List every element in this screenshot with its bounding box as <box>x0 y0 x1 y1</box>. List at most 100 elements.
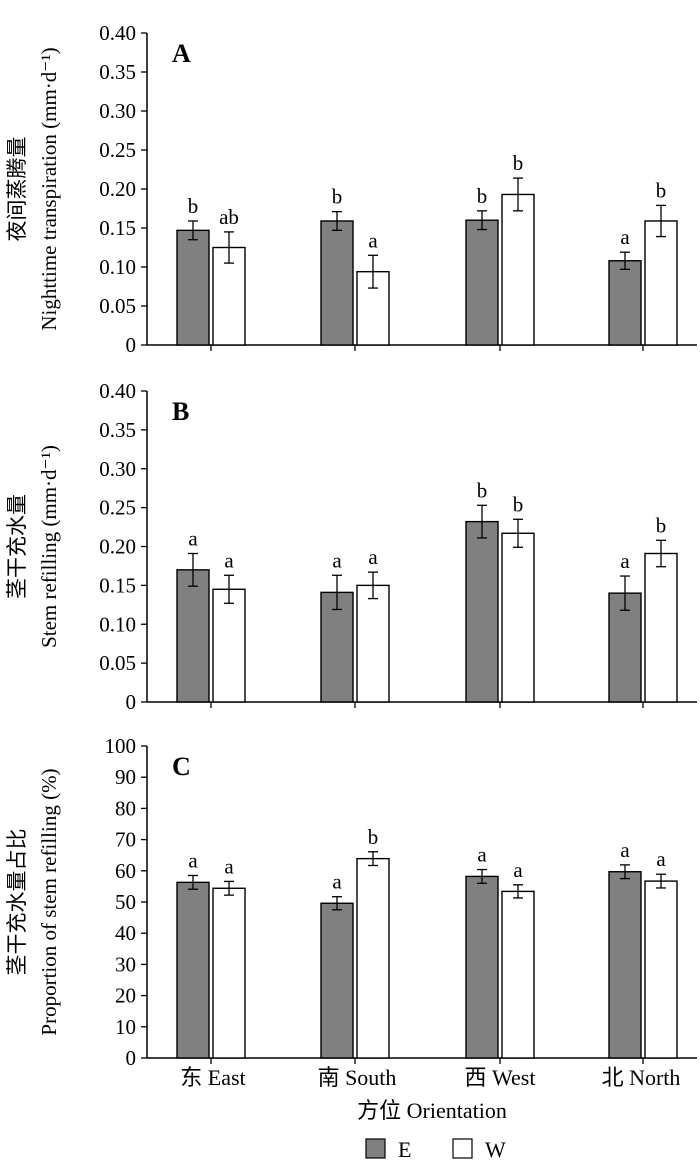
y-tick-label: 0.15 <box>99 573 136 597</box>
significance-letter: b <box>656 513 667 537</box>
x-category-labels: 东 East 南 South 西 West 北 North <box>180 1065 680 1090</box>
y-axis-title-cn: 茎干充水量占比 <box>5 829 29 976</box>
y-axis-title-cn: 夜间蒸腾量 <box>5 137 29 242</box>
y-axis-title-en: Nighttime transpiration (mm·d⁻¹) <box>37 47 61 330</box>
significance-letter: ab <box>219 205 239 229</box>
bar-w <box>501 532 535 703</box>
panel-b: 0 0.05 0.10 0.15 0.20 0.25 0.30 0.35 0.40 B 茎干充水量 S… <box>5 379 697 714</box>
bar-e <box>320 591 354 703</box>
y-tick-label: 0.35 <box>99 418 136 442</box>
bar-w <box>501 193 535 346</box>
significance-letter: a <box>513 858 523 882</box>
significance-letter: a <box>368 228 378 252</box>
bar-w <box>644 880 678 1059</box>
y-tick-label: 0.25 <box>99 138 136 162</box>
bar-e <box>176 881 210 1059</box>
significance-letter: a <box>224 854 234 878</box>
y-tick-label: 0.30 <box>99 99 136 123</box>
y-tick-label: 0.35 <box>99 60 136 84</box>
bar-w <box>212 887 246 1059</box>
y-tick-label: 0.05 <box>99 651 136 675</box>
y-tick-label: 0 <box>126 690 137 714</box>
bar-e <box>465 219 499 346</box>
bar-e <box>465 875 499 1059</box>
significance-letter: b <box>188 194 199 218</box>
significance-letter: a <box>188 526 198 550</box>
y-tick-label: 0.10 <box>99 612 136 636</box>
panel-c: 0 10 20 30 40 50 60 70 80 90 100 C 茎干充水量占比 Proportion… <box>5 734 697 1070</box>
y-tick-label: 50 <box>115 890 136 914</box>
panel-label: A <box>172 39 191 68</box>
x-category-label-west: 西 West <box>465 1065 536 1090</box>
y-tick-label: 90 <box>115 765 136 789</box>
significance-letter: b <box>513 492 524 516</box>
x-category-label-south: 南 South <box>318 1065 397 1090</box>
panel-label: C <box>172 752 191 781</box>
y-axis-title-en: Stem refilling (mm·d⁻¹) <box>37 445 61 648</box>
legend-label-w: W <box>485 1137 506 1160</box>
y-axis-title-cn: 茎干充水量 <box>5 494 29 599</box>
x-category-label-north: 北 North <box>602 1065 681 1090</box>
y-tick-label: 0.20 <box>99 535 136 559</box>
bar-w <box>356 584 390 703</box>
y-tick-label: 100 <box>105 734 137 758</box>
legend-label-e: E <box>398 1137 411 1160</box>
chart-panels: 0 0.05 0.10 0.15 0.20 0.25 0.30 0.35 0.40 A 夜间蒸腾量 N… <box>5 21 697 1070</box>
bar-w <box>501 890 535 1059</box>
y-tick-label: 30 <box>115 952 136 976</box>
y-tick-label: 0.10 <box>99 255 136 279</box>
significance-letter: b <box>477 478 488 502</box>
bar-e <box>608 871 642 1059</box>
legend-swatch-w <box>452 1138 473 1159</box>
significance-letter: a <box>620 549 630 573</box>
x-category-label-east: 东 East <box>180 1065 245 1090</box>
significance-letter: b <box>656 178 667 202</box>
significance-letter: a <box>188 848 198 872</box>
bar-e <box>176 569 210 703</box>
panel-label: B <box>172 397 189 426</box>
y-tick-label: 40 <box>115 921 136 945</box>
significance-letter: a <box>224 548 234 572</box>
bar-e <box>176 229 210 346</box>
legend-swatch-e <box>365 1138 386 1159</box>
bar-e <box>608 592 642 703</box>
panel-a: 0 0.05 0.10 0.15 0.20 0.25 0.30 0.35 0.40 A 夜间蒸腾量 N… <box>5 21 697 357</box>
significance-letter: b <box>513 151 524 175</box>
bar-e <box>465 520 499 703</box>
significance-letter: b <box>332 185 343 209</box>
y-tick-label: 0.40 <box>99 379 136 403</box>
y-tick-label: 0.15 <box>99 216 136 240</box>
significance-letter: b <box>368 825 379 849</box>
bar-e <box>320 902 354 1059</box>
y-tick-label: 70 <box>115 828 136 852</box>
y-tick-label: 0.20 <box>99 177 136 201</box>
significance-letter: a <box>368 545 378 569</box>
y-tick-label: 0.25 <box>99 496 136 520</box>
y-tick-label: 0.40 <box>99 21 136 45</box>
significance-letter: a <box>477 843 487 867</box>
y-axis-title-en: Proportion of stem refilling (%) <box>37 768 61 1035</box>
y-tick-label: 80 <box>115 796 136 820</box>
bar-w <box>212 588 246 703</box>
y-tick-label: 60 <box>115 859 136 883</box>
bar-e <box>320 220 354 346</box>
y-tick-label: 0.30 <box>99 457 136 481</box>
significance-letter: a <box>332 870 342 894</box>
significance-letter: a <box>656 847 666 871</box>
y-tick-label: 0.05 <box>99 294 136 318</box>
y-tick-label: 0 <box>126 1046 137 1070</box>
significance-letter: b <box>477 184 488 208</box>
x-axis-title: 方位 Orientation <box>357 1098 507 1123</box>
significance-letter: a <box>332 548 342 572</box>
bar-w <box>644 220 678 346</box>
legend: E W <box>365 1137 506 1160</box>
y-tick-label: 0 <box>126 333 137 357</box>
significance-letter: a <box>620 838 630 862</box>
significance-letter: a <box>620 225 630 249</box>
y-tick-label: 10 <box>115 1015 136 1039</box>
y-tick-label: 20 <box>115 984 136 1008</box>
bar-w <box>356 857 390 1059</box>
bar-w <box>644 552 678 703</box>
bar-e <box>608 260 642 346</box>
